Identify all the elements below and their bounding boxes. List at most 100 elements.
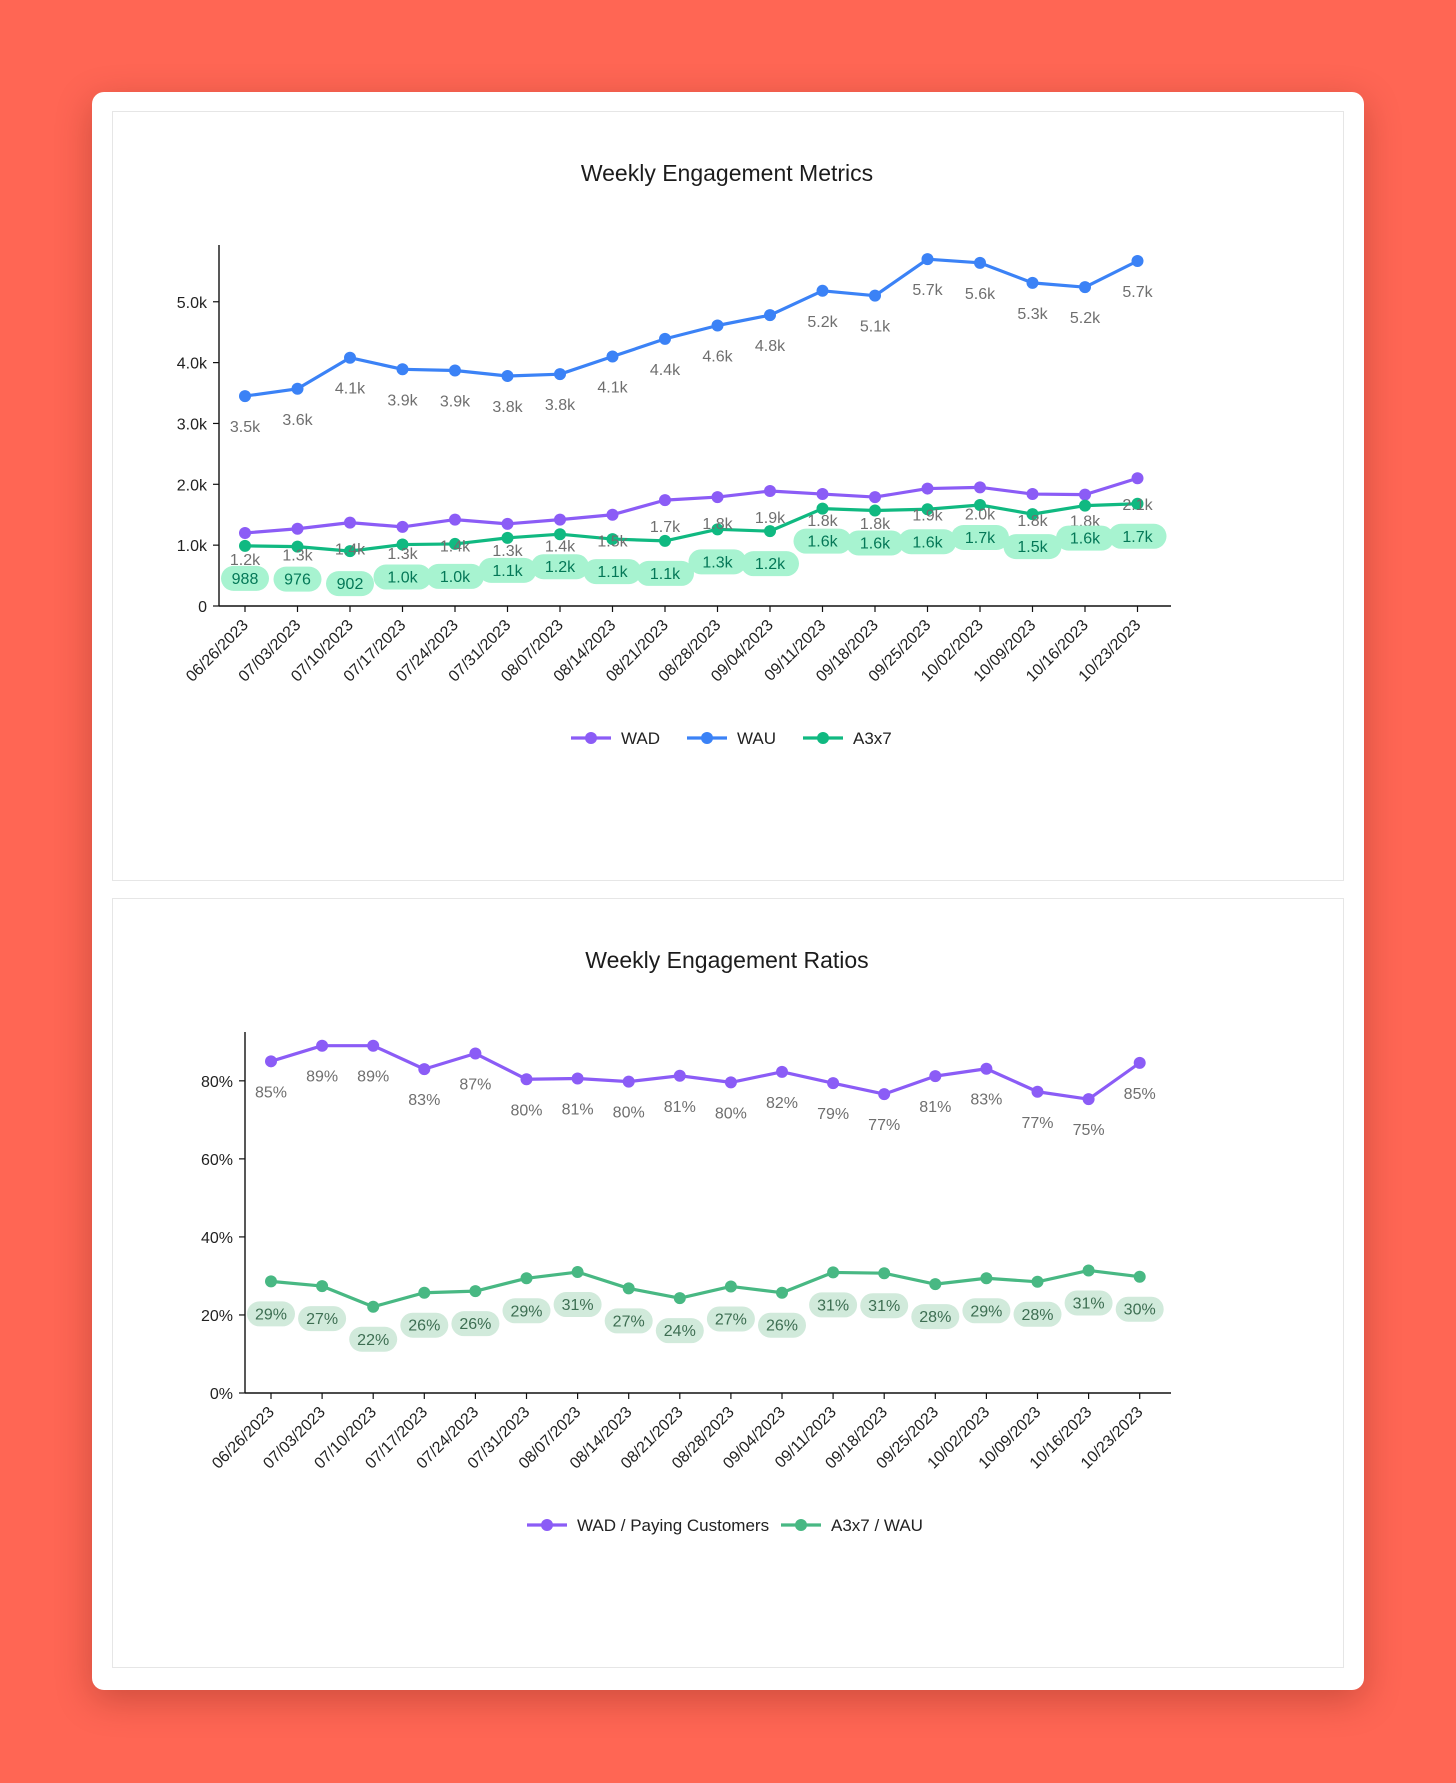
label-pill-bg: [1013, 1301, 1062, 1327]
data-point: [367, 1300, 380, 1313]
data-point: [1026, 276, 1039, 289]
data-label: 1.2k: [755, 556, 786, 573]
data-label: 5.6k: [965, 286, 996, 303]
data-point: [878, 1267, 891, 1280]
label-pill-bg: [221, 565, 269, 591]
data-label: 1.6k: [1070, 531, 1101, 548]
label-pill-bg: [860, 1293, 909, 1319]
data-label-pill: 1.1k: [636, 560, 694, 586]
data-label-pill: 1.6k: [898, 529, 957, 555]
label-pill-bg: [636, 560, 694, 586]
data-label-pill: 1.3k: [688, 549, 747, 575]
data-label: 85%: [1124, 1086, 1156, 1103]
data-label-pill: 29%: [962, 1298, 1011, 1324]
data-label: 1.9k: [755, 510, 786, 527]
data-point: [1131, 472, 1144, 485]
data-label: 1.8k: [860, 516, 891, 533]
data-label: 81%: [919, 1099, 951, 1116]
data-label-pill: 1.5k: [1003, 534, 1062, 560]
data-label: 24%: [664, 1323, 696, 1340]
label-pill-bg: [1064, 1290, 1113, 1316]
data-label: 22%: [357, 1332, 389, 1349]
data-point: [418, 1286, 431, 1299]
data-point: [1082, 1264, 1095, 1277]
data-label: 5.7k: [1122, 284, 1153, 301]
data-label-pill: 26%: [758, 1312, 806, 1338]
data-point: [520, 1073, 533, 1086]
data-label: 1.8k: [702, 516, 733, 533]
data-point: [1026, 488, 1039, 501]
data-label: 5.3k: [1017, 306, 1048, 323]
label-pill-bg: [962, 1298, 1011, 1324]
data-point: [1133, 1056, 1146, 1069]
data-point: [929, 1278, 942, 1291]
data-label: 1.3k: [282, 548, 313, 565]
data-label-pill: 22%: [349, 1326, 398, 1352]
data-label: 27%: [613, 1313, 645, 1330]
data-point: [501, 531, 514, 544]
legend-label: WAU: [737, 729, 776, 748]
series-line-wad-paying-customers: [270, 1044, 1141, 1101]
data-label-pill: 31%: [860, 1293, 909, 1319]
data-point: [724, 1280, 737, 1293]
data-label-pill: 31%: [553, 1292, 602, 1318]
data-point: [396, 363, 409, 376]
data-point: [291, 540, 304, 553]
data-label-pill: 27%: [604, 1308, 653, 1334]
data-label-pill: 1.7k: [951, 524, 1009, 550]
data-label: 4.1k: [597, 380, 628, 397]
data-label: 26%: [766, 1318, 798, 1335]
data-point: [1131, 254, 1144, 267]
data-label-pill: 29%: [247, 1301, 295, 1327]
data-point: [606, 533, 619, 546]
data-point: [1133, 1270, 1146, 1283]
data-point: [659, 494, 671, 507]
data-point: [1079, 499, 1091, 512]
legend-item: WAD: [571, 729, 660, 748]
legend-marker: [701, 732, 713, 744]
data-label: 81%: [562, 1101, 594, 1118]
data-label: 4.6k: [702, 348, 733, 365]
data-point: [606, 508, 619, 521]
data-label: 1.8k: [807, 513, 838, 530]
data-point: [1026, 508, 1039, 521]
data-label: 3.9k: [387, 392, 418, 409]
data-label-pill: 29%: [502, 1298, 551, 1324]
data-point: [980, 1062, 993, 1075]
data-point: [673, 1292, 686, 1305]
data-point: [622, 1282, 635, 1295]
data-point: [344, 516, 356, 529]
data-label: 29%: [510, 1303, 542, 1320]
y-tick-label: 5.0k: [177, 295, 208, 312]
label-pill-bg: [247, 1301, 295, 1327]
data-label: 3.8k: [545, 397, 576, 414]
data-point: [239, 390, 251, 403]
y-tick-label: 0%: [210, 1386, 233, 1403]
data-label-pill: 1.1k: [478, 557, 537, 583]
data-label: 902: [337, 576, 364, 593]
data-label: 28%: [919, 1309, 951, 1326]
data-point: [344, 351, 356, 364]
data-label: 80%: [715, 1105, 747, 1122]
legend-marker: [585, 732, 597, 744]
data-point: [869, 289, 881, 302]
label-pill-bg: [793, 528, 852, 554]
label-pill-bg: [846, 530, 904, 556]
legend-label: WAD / Paying Customers: [577, 1516, 769, 1535]
label-pill-bg: [298, 1306, 347, 1332]
data-label: 80%: [510, 1102, 542, 1119]
label-pill-bg: [273, 566, 322, 592]
data-label: 1.7k: [650, 519, 681, 536]
data-label: 1.1k: [492, 563, 523, 580]
data-label-pill: 26%: [451, 1311, 500, 1337]
data-label: 1.3k: [702, 554, 733, 571]
y-tick-label: 1.0k: [177, 538, 208, 555]
data-point: [764, 484, 776, 497]
data-point: [974, 256, 986, 269]
data-label: 85%: [255, 1084, 287, 1101]
data-point: [1031, 1275, 1044, 1288]
data-point: [418, 1063, 431, 1076]
chart-title: Weekly Engagement Ratios: [585, 947, 868, 973]
series-line-wau: [244, 257, 1139, 398]
label-pill-bg: [426, 563, 484, 589]
